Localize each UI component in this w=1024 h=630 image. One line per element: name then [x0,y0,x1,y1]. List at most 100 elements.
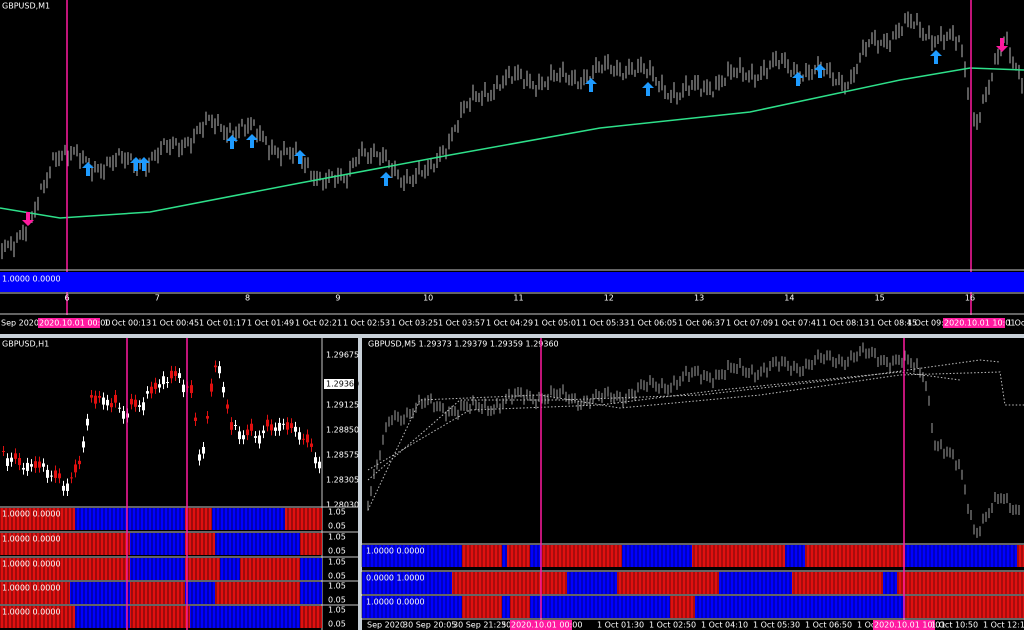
buy-arrow [585,78,597,92]
indicator-label: 1.0000 0.0000 [366,598,425,607]
time-label: 1 Oct 06:37 [678,319,725,328]
candle [106,399,109,406]
candle [306,434,309,443]
candle [50,475,53,477]
time-label: 1 Oct 04:10 [701,621,748,630]
splitter [358,338,362,630]
indicator-label: 1.0000 0.0000 [2,535,61,544]
time-label: 1 Oct 02:50 [649,621,696,630]
signal-strip [285,508,322,530]
time-label: 1 Oct 05:33 [582,319,629,328]
candle [2,451,5,452]
candle [26,462,29,471]
candle [178,373,181,379]
ichimoku-line [367,371,1024,511]
level-label: 0.05 [328,522,346,531]
time-label: 1 Oct 01:17 [199,319,246,328]
candle [118,407,121,409]
signal-strip [510,596,530,618]
candle [22,467,25,470]
price-label: 1.29675 [326,351,359,360]
candle [10,457,13,462]
signal-strip [300,582,322,604]
candle [134,399,137,407]
bar-number: 6 [64,294,69,303]
signal-strip [362,596,462,618]
candle [94,395,97,404]
price-label: 1.28030 [326,501,359,510]
candle [14,453,17,459]
candle [318,461,321,469]
candle [258,435,261,444]
candle [58,473,61,479]
time-label: 1 Oct 06:50 [805,621,852,630]
buy-arrow [642,82,654,96]
candle [278,422,281,431]
candle [30,464,33,467]
time-label: 1 Oct 05:30 [753,621,800,630]
time-label: 1 Oct 07:09 [726,319,773,328]
buy-arrow [792,72,804,86]
signal-strip [530,596,670,618]
signal-strip [622,545,692,567]
candle [190,385,193,394]
time-label: Sep 2020 [1,319,39,328]
signal-strip [130,582,185,604]
candle [230,422,233,430]
chart-title: GBPUSD,M1 [2,2,50,11]
signal-strip [792,572,883,594]
bar-number: 8 [245,294,250,303]
signal-strip [0,582,70,604]
signal-strip [190,606,300,628]
buy-arrow [380,172,392,186]
signal-strip [220,558,240,580]
indicator-label: 1.0000 0.0000 [2,560,61,569]
candle [130,398,133,405]
candle [70,477,73,479]
level-label: 0.05 [328,572,346,581]
candle [202,446,205,454]
candle [286,422,289,430]
candle [122,411,125,419]
time-label: 1 Oct 02:53 [343,319,390,328]
price-label: 1.29125 [326,401,359,410]
candle [158,384,161,388]
candle [170,370,173,379]
time-label: 1 Oct 12:10 [983,621,1024,630]
price-label: 1.28850 [326,426,359,435]
signal-strip [185,558,220,580]
time-label: 1 Oct 07:41 [774,319,821,328]
candle [166,382,169,384]
bar-number: 15 [875,294,885,303]
buy-arrow [226,135,238,149]
time-label: 1 Oct 00:45 [152,319,199,328]
candle [82,441,85,448]
signal-strip [507,545,530,567]
price-label: 1.29360 [326,380,359,389]
time-label: 1 Oct 10:50 [931,621,978,630]
bar-number: 11 [513,294,523,303]
candle [222,386,225,393]
candle [142,402,145,411]
time-label: 1 Oct 00:13 [104,319,151,328]
candle [62,485,65,491]
bar-number: 14 [784,294,794,303]
signal-strip [75,508,185,530]
signal-strip [362,572,452,594]
bar-number: 9 [335,294,340,303]
signal-strip [897,572,1024,594]
candle [54,470,57,478]
candle [298,432,301,440]
signal-strip [617,572,719,594]
signal-strip [130,558,185,580]
candle [234,425,237,427]
candle [34,461,37,468]
price-label: 1.28575 [326,451,359,460]
candle [154,382,157,389]
time-label: 1 Oct 08:45 [870,319,917,328]
candle [74,464,77,473]
buy-arrow [814,64,826,78]
level-label: 1.05 [328,508,346,517]
buy-arrow [246,134,258,148]
